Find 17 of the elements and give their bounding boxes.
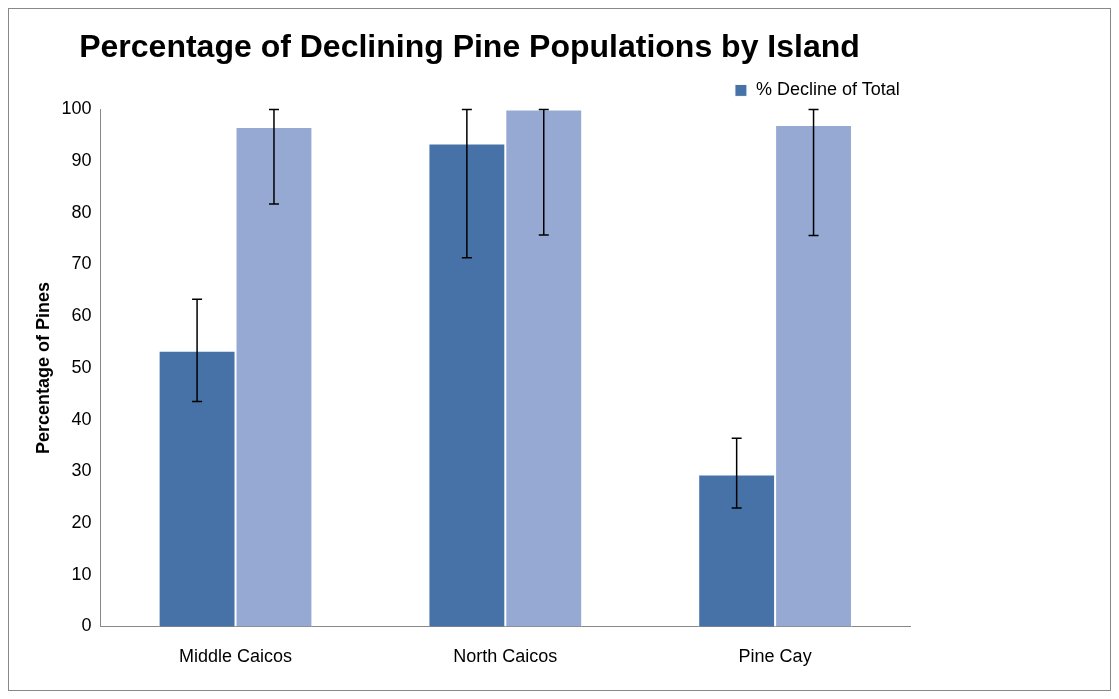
- x-tick-label: North Caicos: [453, 646, 558, 667]
- y-tick-label: 40: [71, 408, 92, 429]
- y-tick-label: 90: [71, 150, 92, 171]
- y-tick-label: 10: [71, 563, 92, 584]
- y-tick-label: 50: [71, 356, 92, 377]
- y-tick-label: 20: [71, 511, 92, 532]
- y-tick-label: 30: [71, 460, 92, 481]
- y-tick-label: 80: [71, 201, 92, 222]
- chart-title: Percentage of Declining Pine Populations by Island: [79, 28, 860, 65]
- x-tick-label: Pine Cay: [738, 646, 812, 667]
- legend-label: % Decline of Total: [755, 79, 900, 100]
- y-axis-title: Percentage of Pines: [32, 281, 53, 454]
- y-tick-label: 0: [81, 615, 92, 636]
- y-tick-label: 100: [61, 98, 92, 119]
- y-tick-label: 60: [71, 305, 92, 326]
- y-tick-label: 70: [71, 253, 92, 274]
- x-tick-label: Middle Caicos: [179, 646, 293, 667]
